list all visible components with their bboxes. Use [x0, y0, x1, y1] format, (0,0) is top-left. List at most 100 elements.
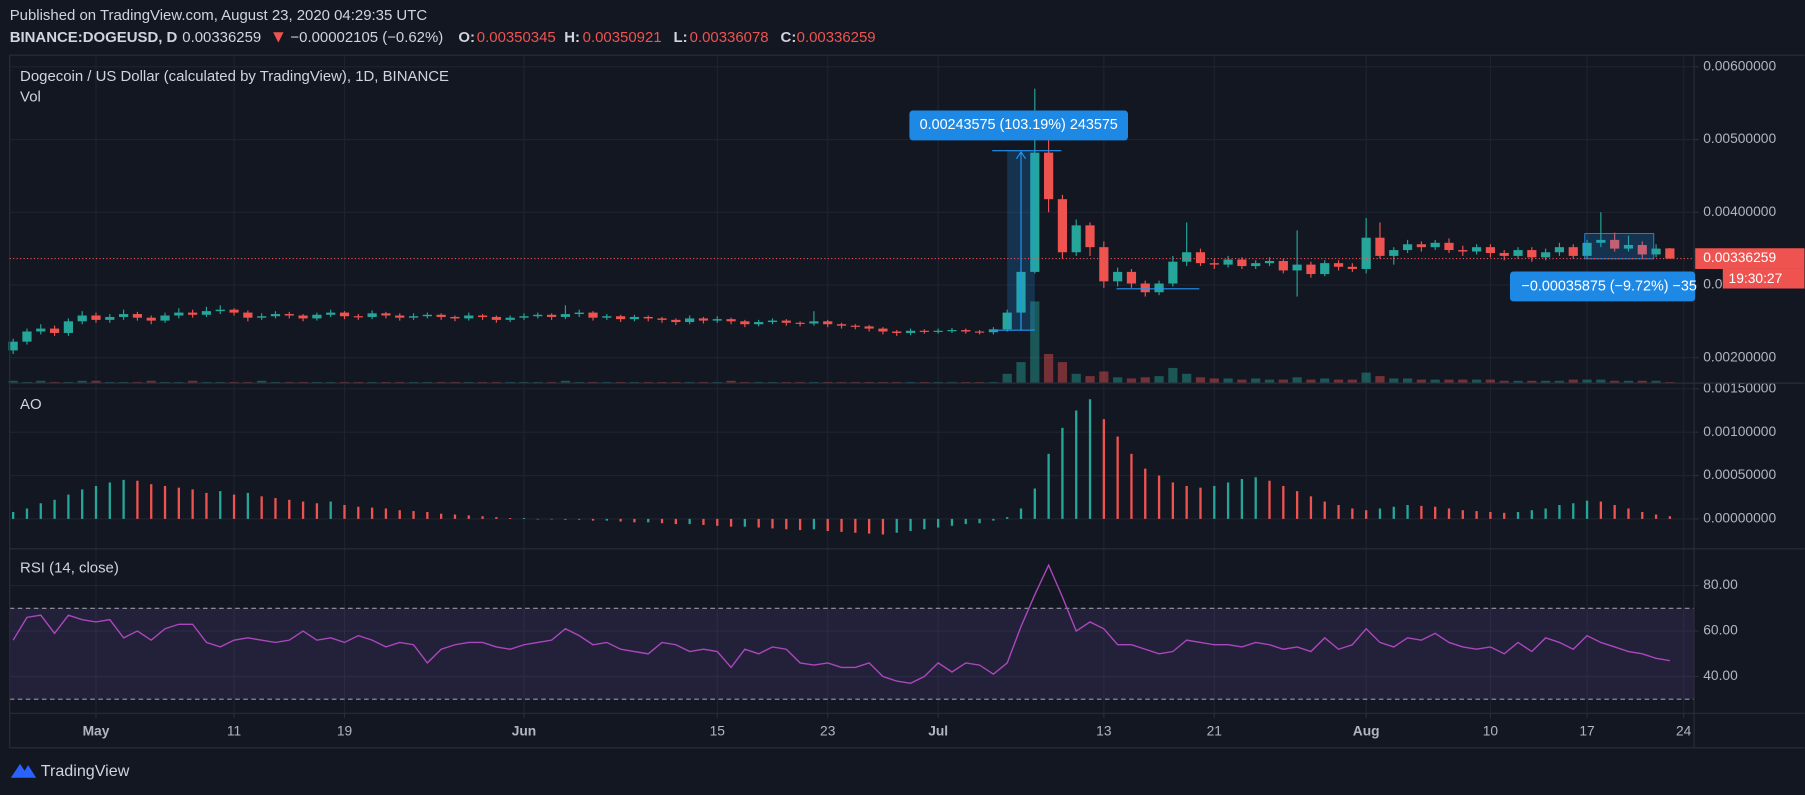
- volume-bar: [726, 380, 736, 384]
- volume-bar: [201, 381, 212, 384]
- candle-body: [1665, 248, 1675, 259]
- volume-bar: [1292, 377, 1302, 384]
- volume-bar: [36, 380, 46, 384]
- x-tick-label: Jun: [512, 723, 537, 738]
- ao-bar: [1088, 399, 1092, 519]
- volume-bar: [119, 381, 129, 384]
- volume-bar: [49, 381, 60, 384]
- x-tick-label: May: [83, 723, 110, 738]
- volume-bar: [77, 380, 87, 384]
- volume-bar: [257, 380, 267, 384]
- ao-bar: [260, 496, 263, 519]
- ao-bar: [1061, 427, 1064, 519]
- volume-bar: [933, 381, 943, 384]
- open-value: 0.00350345: [477, 29, 556, 46]
- rsi-title: RSI (14, close): [20, 559, 119, 576]
- x-tick-label: 19: [337, 723, 353, 738]
- measure-label-box: [909, 110, 1128, 141]
- candle-body: [726, 319, 736, 322]
- ao-bar: [108, 482, 111, 519]
- ao-bar: [1171, 482, 1175, 519]
- candle-body: [381, 313, 391, 316]
- ao-bar: [205, 492, 208, 519]
- volume-bar: [243, 381, 253, 384]
- ao-bar: [1392, 506, 1395, 519]
- candle-body: [657, 318, 667, 320]
- volume-bar: [284, 381, 294, 384]
- candle-body: [740, 321, 750, 325]
- volume-bar: [477, 381, 488, 384]
- ao-bar: [384, 508, 388, 519]
- volume-bar: [533, 381, 543, 384]
- volume-bar: [408, 381, 419, 384]
- volume-bar: [685, 381, 695, 384]
- ao-bar: [163, 485, 167, 519]
- y-tick-label: 60.00: [1703, 623, 1738, 638]
- candle-body: [367, 313, 377, 317]
- main-title: Dogecoin / US Dollar (calculated by Trad…: [20, 68, 449, 85]
- volume-bar: [160, 381, 170, 384]
- volume-bar: [270, 381, 281, 384]
- ao-bar: [978, 518, 981, 524]
- candle-body: [1002, 312, 1012, 330]
- candle-body: [1113, 271, 1123, 282]
- volume-bar: [1430, 379, 1440, 384]
- last-price-box: [1695, 248, 1805, 269]
- candle-body: [974, 331, 985, 333]
- ao-title: AO: [20, 396, 42, 413]
- candle-body: [1485, 247, 1496, 253]
- volume-bar: [781, 381, 791, 384]
- candle-body: [1278, 260, 1288, 271]
- ohlc-label: L:: [674, 29, 688, 46]
- ao-bar: [1006, 517, 1009, 519]
- ao-bar: [564, 518, 567, 520]
- ao-bar: [1268, 480, 1271, 519]
- volume-bar: [947, 381, 957, 384]
- volume-bar: [864, 381, 874, 384]
- ao-bar: [1572, 503, 1575, 519]
- volume-bar: [395, 381, 405, 384]
- ao-bar: [1282, 485, 1285, 519]
- ao-bar: [81, 489, 84, 519]
- volume-bar: [1541, 380, 1551, 384]
- ao-bar: [647, 518, 650, 523]
- ao-bar: [674, 518, 678, 525]
- ao-bar: [246, 492, 250, 519]
- volume-bar: [698, 381, 709, 384]
- last-price: 0.00336259: [182, 29, 261, 46]
- ao-bar: [619, 518, 622, 522]
- volume-bar: [1306, 379, 1316, 384]
- ao-bar: [1075, 410, 1078, 519]
- volume-bar: [823, 381, 833, 384]
- grid: 0.002000000.003000000.004000000.00500000…: [9, 55, 1776, 738]
- volume-bar: [1458, 379, 1468, 384]
- y-tick-label: 0.00600000: [1703, 58, 1776, 73]
- candle-body: [712, 319, 722, 321]
- candle-body: [1292, 264, 1302, 271]
- ao-bar: [453, 514, 457, 519]
- ao-bar: [771, 518, 774, 529]
- candle-body: [1389, 250, 1399, 256]
- candle-body: [546, 314, 557, 317]
- volume-bar: [326, 381, 336, 384]
- candle-body: [464, 315, 474, 319]
- volume-bar: [505, 381, 515, 384]
- candle-body: [1099, 247, 1109, 282]
- ao-bar: [950, 518, 954, 526]
- candle-body: [560, 314, 571, 317]
- ao-bar: [39, 503, 42, 519]
- candle-body: [1154, 283, 1164, 293]
- volume-bar: [1554, 380, 1565, 384]
- ao-bar: [1516, 511, 1520, 519]
- volume-bar: [1637, 380, 1647, 384]
- measure-label: 0.00243575 (103.19%) 243575: [920, 117, 1118, 133]
- volume-bar: [229, 381, 239, 384]
- candle-body: [1472, 247, 1482, 252]
- ao-bar: [881, 518, 885, 535]
- candle-body: [257, 316, 267, 318]
- ao-bar: [398, 510, 401, 519]
- candle-body: [1237, 259, 1247, 267]
- ao-bar: [1130, 453, 1133, 519]
- marks: [8, 88, 1695, 700]
